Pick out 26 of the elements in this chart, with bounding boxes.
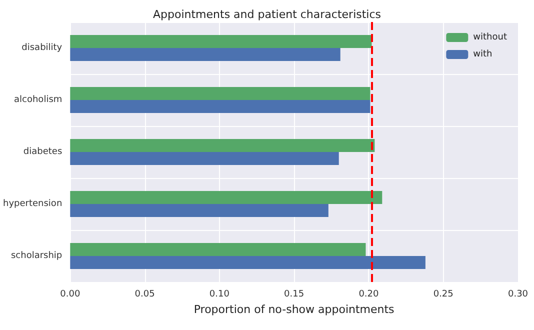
y-tick-label: scholarship — [10, 251, 62, 261]
x-tick-label: 0.20 — [358, 290, 380, 300]
bar — [70, 243, 366, 256]
y-tick-label: diabetes — [23, 147, 62, 157]
bar — [70, 48, 340, 61]
x-tick-label: 0.25 — [433, 290, 454, 300]
bar — [70, 35, 372, 48]
x-axis-title: Proportion of no-show appointments — [194, 303, 395, 316]
legend-label: with — [473, 50, 492, 60]
x-tick-label: 0.15 — [284, 290, 304, 300]
y-tick-label: hypertension — [2, 199, 62, 209]
bar — [70, 87, 370, 100]
bar — [70, 204, 328, 217]
x-tick-label: 0.00 — [60, 290, 80, 300]
y-tick-label: disability — [22, 43, 63, 53]
x-tick-label: 0.10 — [209, 290, 230, 300]
bar — [70, 191, 382, 204]
bar — [70, 139, 375, 152]
bar — [70, 100, 370, 113]
chart-title: Appointments and patient characteristics — [153, 8, 382, 21]
x-tick-label: 0.05 — [134, 290, 155, 300]
bar — [70, 256, 426, 269]
y-tick-label: alcoholism — [14, 95, 62, 105]
x-tick-label: 0.30 — [508, 290, 528, 300]
legend-label: without — [473, 32, 508, 42]
bar — [70, 152, 339, 165]
